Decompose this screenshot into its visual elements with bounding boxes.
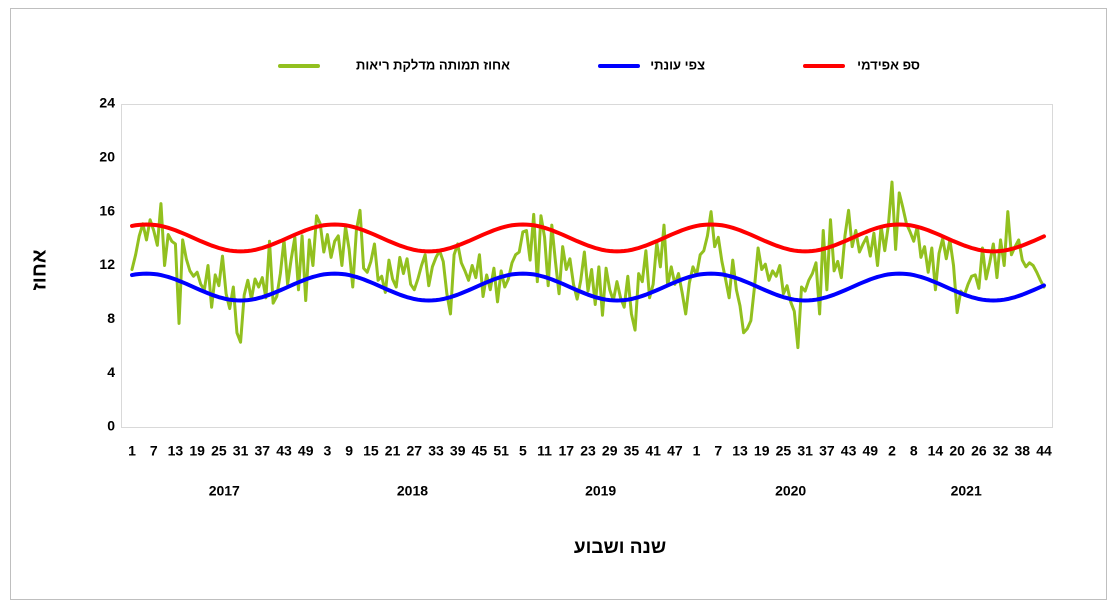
x-tick-label: 21	[385, 443, 401, 459]
x-tick-label: 3	[324, 443, 332, 459]
x-group-label: 2021	[951, 483, 982, 499]
x-tick-label: 31	[233, 443, 249, 459]
x-tick-label: 35	[624, 443, 640, 459]
x-group-label: 2018	[397, 483, 428, 499]
y-tick-label: 20	[99, 149, 115, 165]
x-tick-label: 19	[754, 443, 770, 459]
x-tick-label: 11	[537, 443, 552, 459]
x-tick-label: 27	[406, 443, 422, 459]
y-tick-label: 0	[107, 418, 115, 434]
x-tick-label: 7	[150, 443, 158, 459]
x-tick-label: 25	[211, 443, 227, 459]
x-tick-label: 43	[841, 443, 857, 459]
x-tick-label: 15	[363, 443, 379, 459]
x-tick-label: 45	[472, 443, 488, 459]
x-tick-label: 31	[797, 443, 813, 459]
series-line	[130, 271, 1046, 303]
x-tick-label: 8	[910, 443, 918, 459]
x-tick-label: 37	[254, 443, 270, 459]
x-tick-label: 49	[298, 443, 314, 459]
y-tick-label: 4	[107, 364, 115, 380]
x-tick-label: 23	[580, 443, 596, 459]
series-line	[130, 222, 1046, 254]
y-tick-label: 12	[99, 256, 115, 272]
x-tick-label: 37	[819, 443, 835, 459]
x-tick-label: 44	[1036, 443, 1052, 459]
chart-border	[10, 8, 1107, 600]
x-tick-label: 17	[558, 443, 574, 459]
x-tick-label: 43	[276, 443, 292, 459]
plot-border	[121, 104, 1053, 428]
x-group-label: 2017	[209, 483, 240, 499]
x-tick-label: 49	[862, 443, 878, 459]
y-tick-label: 16	[99, 202, 115, 218]
y-tick-label: 8	[107, 310, 115, 326]
legend-label: ספ אפידמי	[857, 57, 920, 72]
x-tick-label: 19	[189, 443, 205, 459]
x-tick-label: 25	[776, 443, 792, 459]
y-tick-label: 24	[99, 95, 115, 111]
x-tick-label: 32	[993, 443, 1009, 459]
x-group-label: 2019	[585, 483, 616, 499]
x-tick-label: 26	[971, 443, 987, 459]
x-tick-label: 29	[602, 443, 618, 459]
x-tick-label: 5	[519, 443, 527, 459]
x-tick-label: 7	[714, 443, 722, 459]
x-tick-label: 39	[450, 443, 466, 459]
x-tick-label: 1	[693, 443, 701, 459]
x-tick-label: 41	[645, 443, 661, 459]
x-tick-label: 51	[493, 443, 509, 459]
x-tick-label: 38	[1014, 443, 1030, 459]
x-tick-label: 9	[345, 443, 353, 459]
x-tick-label: 20	[949, 443, 965, 459]
x-tick-label: 2	[888, 443, 896, 459]
x-tick-label: 13	[168, 443, 184, 459]
x-tick-label: 47	[667, 443, 683, 459]
legend-label: צפי עונתי	[650, 57, 705, 72]
x-tick-label: 33	[428, 443, 444, 459]
y-axis-title: אחוז	[28, 249, 50, 290]
x-axis-title: שנה ושבוע	[574, 537, 666, 558]
legend-label: אחוז תמותה מדלקת ריאות	[356, 57, 510, 72]
x-tick-label: 13	[732, 443, 748, 459]
x-tick-label: 14	[928, 443, 944, 459]
x-group-label: 2020	[775, 483, 806, 499]
x-tick-label: 1	[128, 443, 136, 459]
